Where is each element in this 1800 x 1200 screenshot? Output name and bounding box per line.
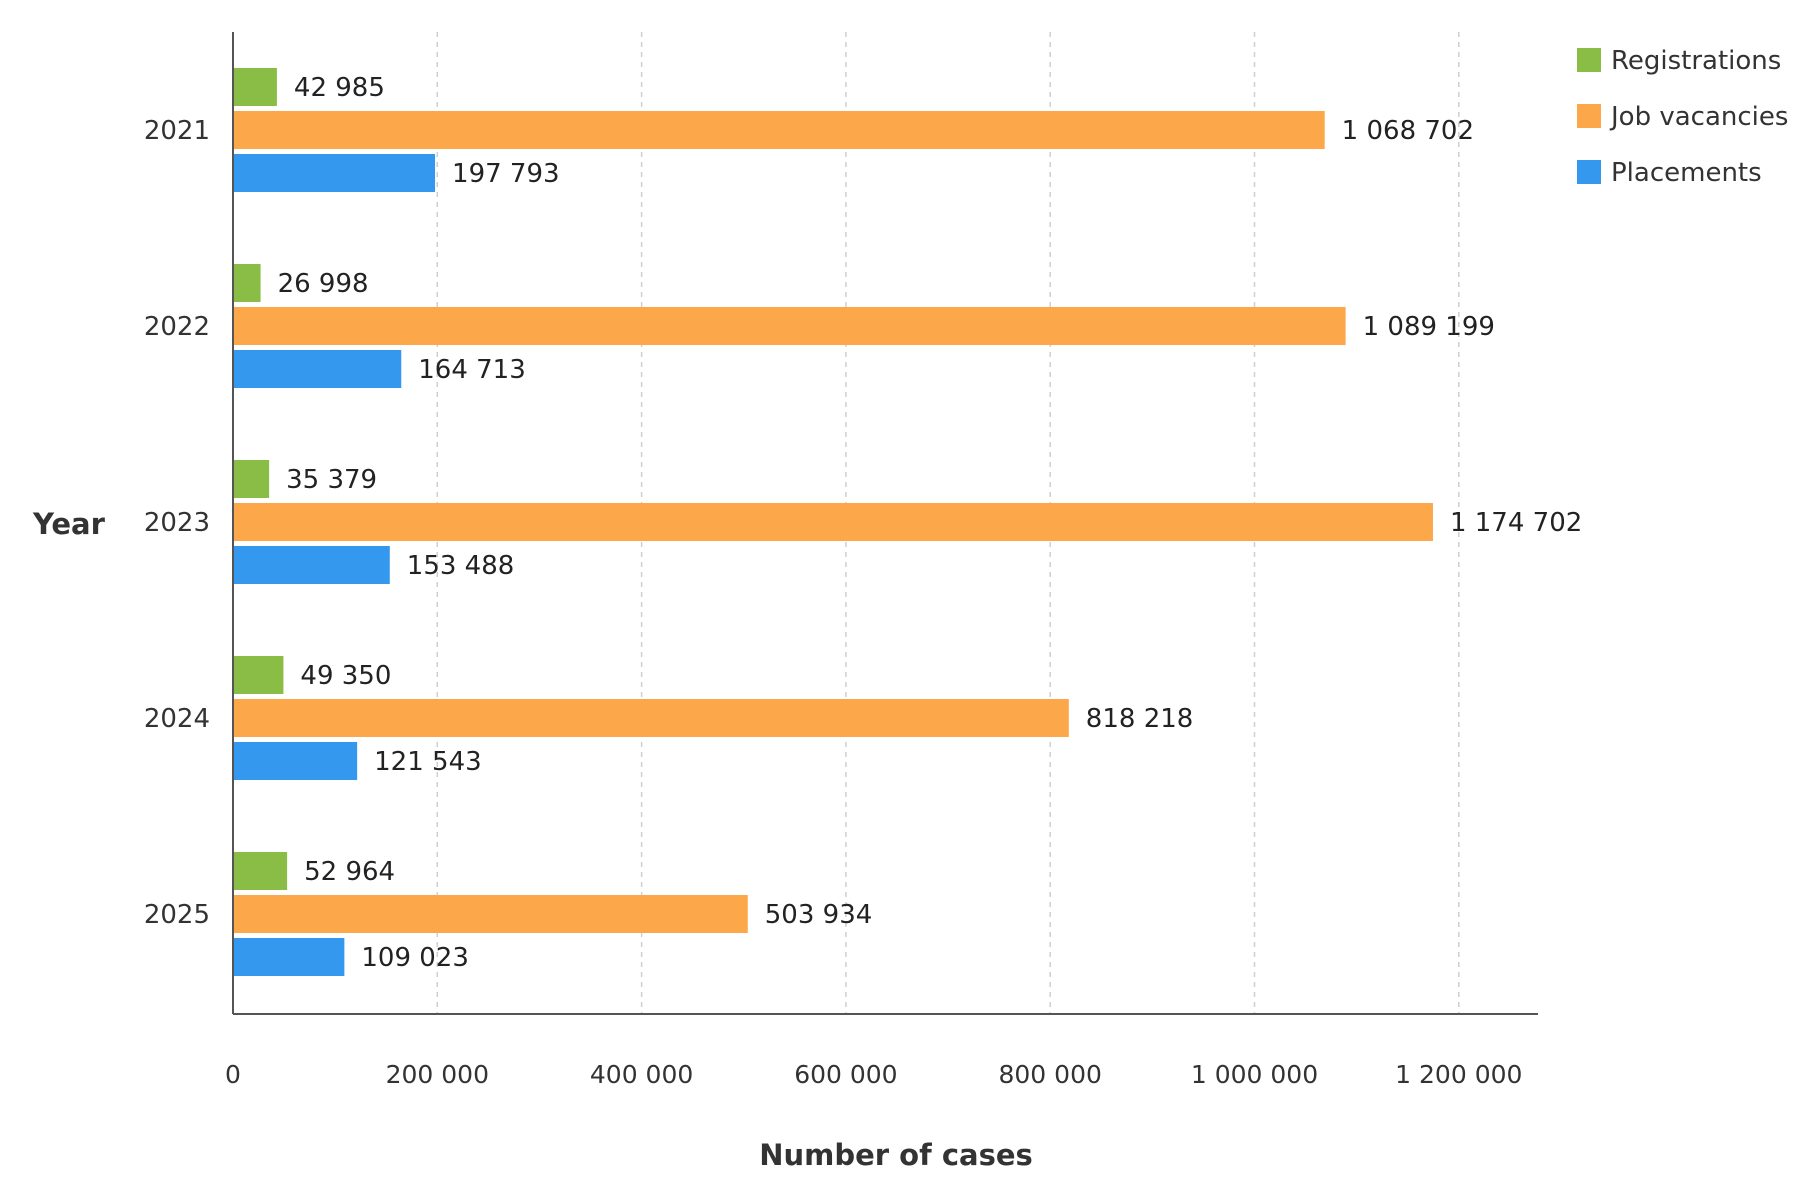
bar <box>234 264 261 302</box>
bar <box>234 111 1325 149</box>
value-label: 818 218 <box>1086 704 1194 734</box>
category-label: 2024 <box>144 704 210 734</box>
x-tick-label: 1 000 000 <box>1191 1060 1318 1089</box>
bar <box>234 656 284 694</box>
legend-label: Job vacancies <box>1609 102 1788 132</box>
category-label: 2021 <box>144 116 210 146</box>
bar <box>234 852 288 890</box>
value-label: 35 379 <box>286 465 377 495</box>
value-label: 164 713 <box>418 355 526 385</box>
value-label: 42 985 <box>294 73 385 103</box>
bar <box>234 460 270 498</box>
x-tick-label: 400 000 <box>590 1060 693 1089</box>
bar <box>234 68 277 106</box>
legend-label: Registrations <box>1611 46 1781 76</box>
bar <box>234 938 345 976</box>
value-label: 197 793 <box>452 159 560 189</box>
x-tick-label: 200 000 <box>386 1060 489 1089</box>
category-label: 2025 <box>144 900 210 930</box>
value-label: 49 350 <box>300 661 391 691</box>
legend-label: Placements <box>1611 158 1762 188</box>
y-axis-categories: 2021 2022 2023 2024 2025 <box>144 116 210 930</box>
value-labels: 42 985 1 068 702 197 793 26 998 1 089 199 164… <box>278 73 1583 973</box>
y-axis-title: Year <box>32 507 106 541</box>
x-tick-label: 600 000 <box>794 1060 897 1089</box>
category-label: 2023 <box>144 508 210 538</box>
legend-swatch <box>1577 104 1601 128</box>
legend: Registrations Job vacancies Placements <box>1577 46 1788 188</box>
legend-item: Job vacancies <box>1577 102 1788 132</box>
value-label: 1 068 702 <box>1342 116 1474 146</box>
x-tick-label: 0 <box>225 1060 241 1089</box>
bar <box>234 895 748 933</box>
bar <box>234 546 390 584</box>
bar <box>234 699 1069 737</box>
bar <box>234 307 1346 345</box>
value-label: 1 174 702 <box>1450 508 1582 538</box>
value-label: 52 964 <box>304 857 395 887</box>
value-label: 1 089 199 <box>1363 312 1495 342</box>
value-label: 26 998 <box>278 269 369 299</box>
bar <box>234 154 436 192</box>
category-label: 2022 <box>144 312 210 342</box>
x-axis-title: Number of cases <box>759 1138 1033 1172</box>
bars <box>234 68 1433 976</box>
bar <box>234 742 358 780</box>
legend-item: Placements <box>1577 158 1762 188</box>
value-label: 153 488 <box>407 551 515 581</box>
legend-item: Registrations <box>1577 46 1781 76</box>
value-label: 503 934 <box>765 900 873 930</box>
x-tick-label: 800 000 <box>999 1060 1102 1089</box>
bar <box>234 503 1433 541</box>
bar <box>234 350 402 388</box>
legend-swatch <box>1577 160 1601 184</box>
value-label: 109 023 <box>361 943 469 973</box>
x-axis-ticks: 0 200 000 400 000 600 000 800 000 1 000 000 1 … <box>225 1060 1522 1089</box>
legend-swatch <box>1577 48 1601 72</box>
value-label: 121 543 <box>374 747 482 777</box>
x-tick-label: 1 200 000 <box>1395 1060 1522 1089</box>
